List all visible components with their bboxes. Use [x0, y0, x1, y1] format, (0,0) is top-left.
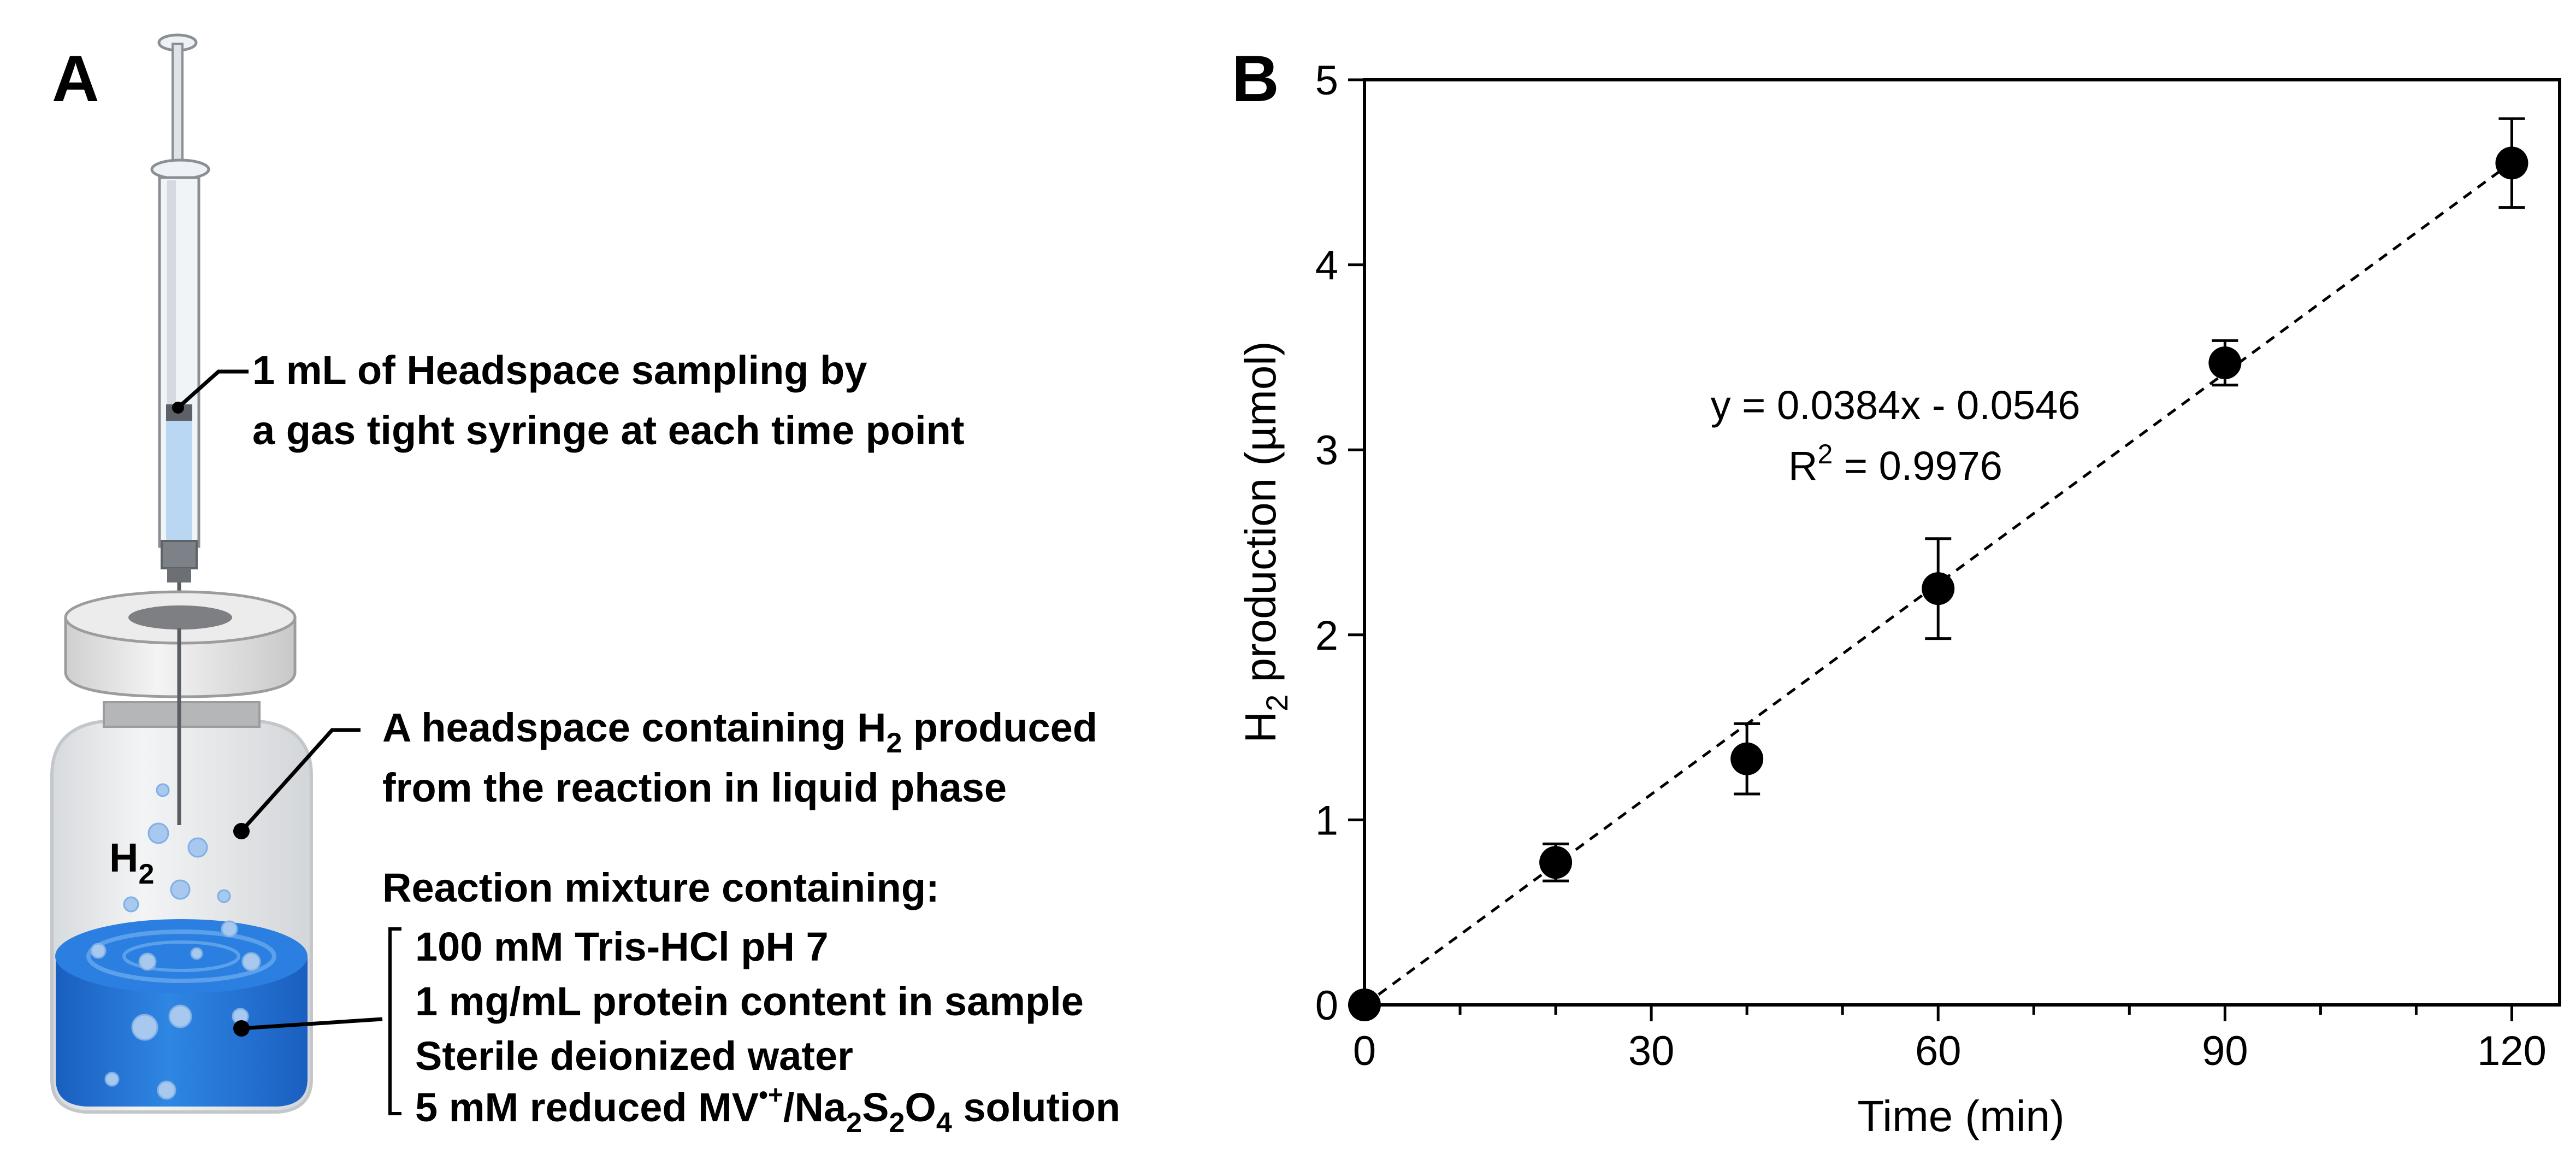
r-squared: R2 = 0.9976	[1788, 439, 2002, 489]
y-tick-label: 5	[1315, 57, 1338, 104]
vial-illustration: H2	[50, 590, 383, 1114]
x-tick-label: 120	[2477, 1028, 2547, 1074]
headspace-label-line2: from the reaction in liquid phase	[382, 765, 1007, 810]
syringe-label-line2: a gas tight syringe at each time point	[252, 408, 965, 453]
panel-b-letter: B	[1232, 42, 1279, 115]
panel-a: A	[50, 33, 1120, 1139]
x-tick-label: 0	[1353, 1028, 1376, 1074]
data-point	[1730, 742, 1764, 775]
mixture-item-2: 1 mg/mL protein content in sample	[415, 979, 1084, 1024]
data-point	[1539, 846, 1573, 879]
plot-frame	[1363, 78, 2561, 1007]
mixture-item-1: 100 mM Tris-HCl pH 7	[415, 924, 829, 969]
x-axis-label: Time (min)	[1857, 1092, 2064, 1140]
mixture-item-3: Sterile deionized water	[415, 1033, 853, 1079]
chart-layer: 0 30 60 90 120 0 1 2 3 4 5	[1315, 57, 2547, 1074]
panel-a-letter: A	[52, 42, 99, 115]
panel-b: B 0 30 60 90 120 0 1 2 3 4 5 Time (min) H2 product…	[1232, 42, 2561, 1140]
headspace-label-line1: A headspace containing H2 produced	[382, 705, 1097, 759]
mixture-item-4: 5 mM reduced MV•+/Na2S2O4 solution	[415, 1081, 1120, 1139]
y-tick-label: 1	[1315, 797, 1338, 844]
y-axis-label: H2 production (µmol)	[1236, 341, 1294, 743]
mixture-bracket	[388, 927, 401, 1115]
data-point	[2495, 146, 2528, 180]
data-point	[1348, 989, 1381, 1021]
mixture-heading: Reaction mixture containing:	[382, 865, 940, 910]
y-tick-label: 4	[1315, 243, 1338, 289]
y-tick-label: 3	[1315, 427, 1338, 474]
syringe-label-line1: 1 mL of Headspace sampling by	[252, 348, 867, 393]
x-tick-label: 90	[2202, 1028, 2248, 1074]
y-tick-label: 0	[1315, 982, 1338, 1029]
x-tick-label: 60	[1915, 1028, 1961, 1074]
x-tick-label: 30	[1628, 1028, 1675, 1074]
trendline-equation: y = 0.0384x - 0.0546	[1711, 383, 2081, 428]
h2-vial-label: H2	[109, 835, 154, 890]
y-tick-label: 2	[1315, 613, 1338, 659]
data-point	[1922, 572, 1955, 605]
data-point	[2208, 346, 2242, 380]
